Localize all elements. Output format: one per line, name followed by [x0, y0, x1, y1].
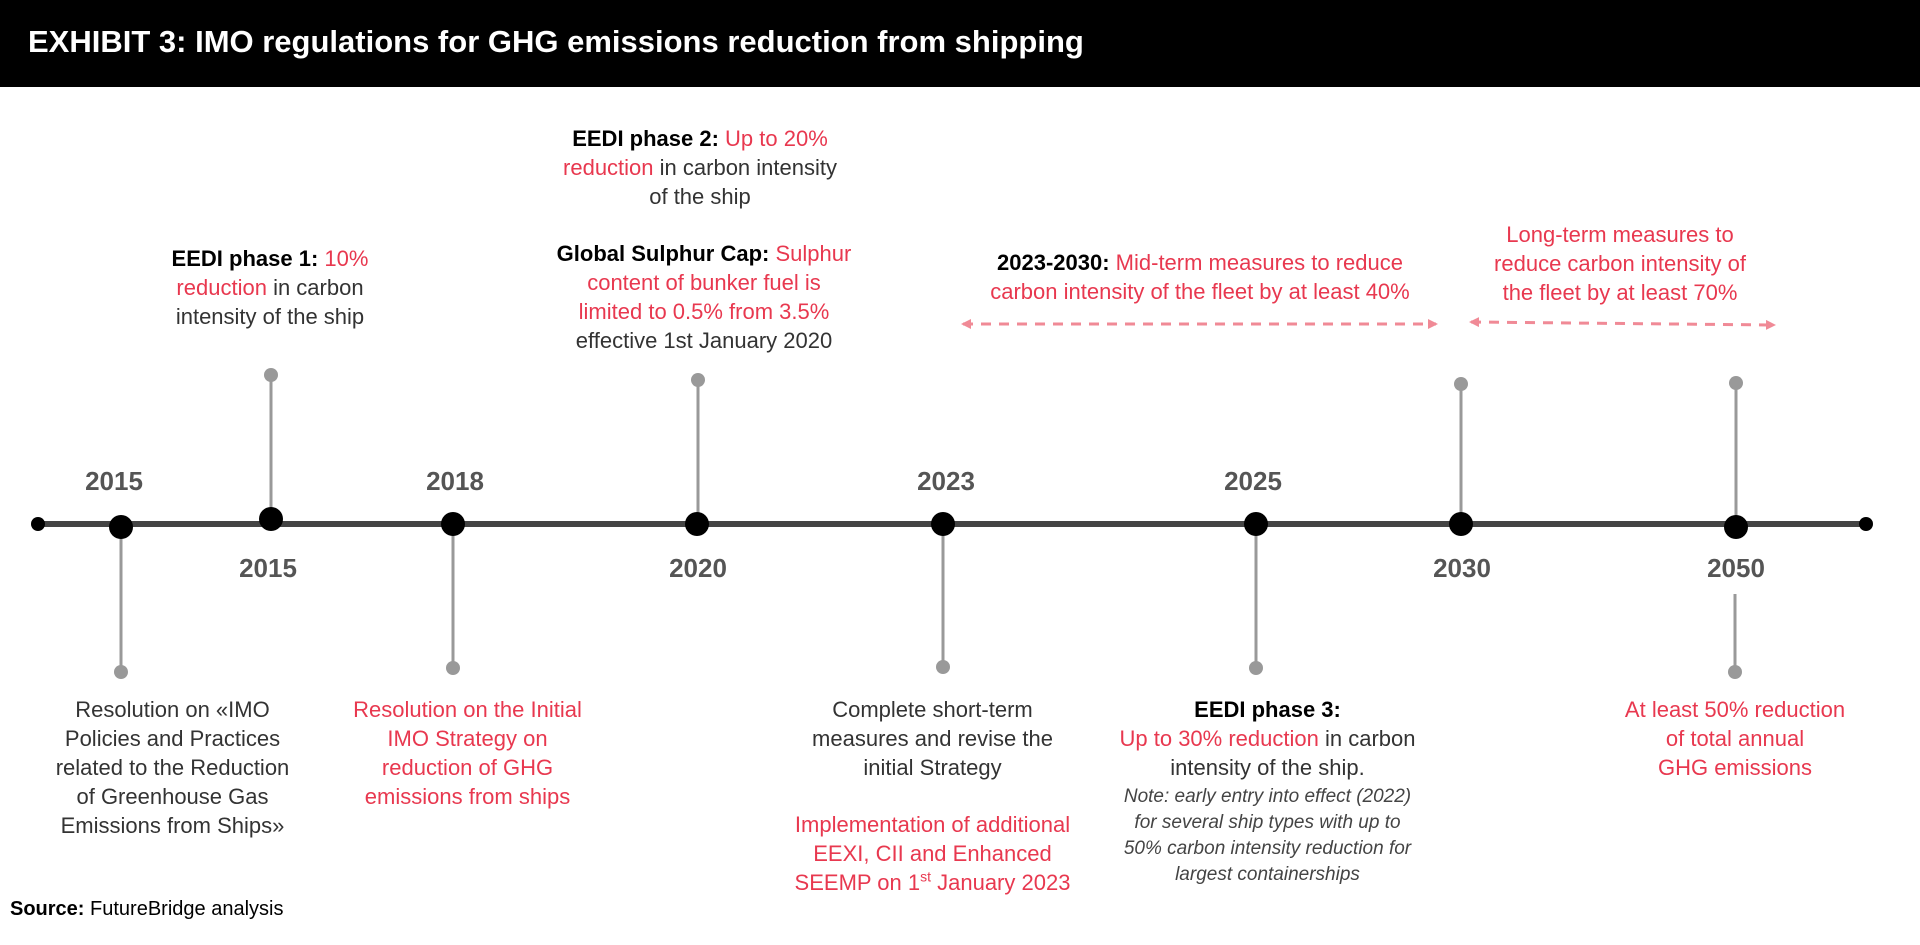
stem-end-2050	[1728, 665, 1742, 679]
header-bar: EXHIBIT 3: IMO regulations for GHG emiss…	[0, 0, 1920, 87]
longterm-range-arrow	[1469, 317, 1776, 330]
year-label-2030: 2030	[1433, 553, 1491, 583]
stem-end-eedi1	[264, 368, 278, 382]
marker-2015-a	[109, 515, 133, 539]
marker-2020	[685, 512, 709, 536]
target-2050-text: At least 50% reduction of total annual G…	[1624, 697, 1846, 780]
year-label-2025: 2025	[1224, 466, 1282, 496]
axis-start-dot	[31, 517, 45, 531]
marker-2030	[1449, 512, 1473, 536]
eedi-phase1-text: EEDI phase 1: 10% reduction in carbon in…	[171, 246, 369, 329]
implementation-2023-text: Implementation of additional EEXI, CII a…	[794, 812, 1071, 895]
axis-end-dot	[1859, 517, 1873, 531]
year-label-2018: 2018	[426, 466, 484, 496]
stems-below	[114, 528, 1742, 679]
stem-end-2050-up	[1729, 376, 1743, 390]
stem-end-2023	[936, 660, 950, 674]
exhibit-title: EXHIBIT 3: IMO regulations for GHG emiss…	[28, 24, 1084, 59]
year-label-2015-above: 2015	[85, 466, 143, 496]
shortterm-measures-text: Complete short-term measures and revise …	[812, 697, 1053, 780]
resolution-2015-text: Resolution on «IMO Policies and Practice…	[55, 697, 290, 838]
eedi-phase2-text: EEDI phase 2: Up to 20% reduction in car…	[563, 126, 837, 209]
stem-end-2030	[1454, 377, 1468, 391]
marker-2015-b	[259, 507, 283, 531]
stem-end-2020	[691, 373, 705, 387]
marker-2023	[931, 512, 955, 536]
marker-2050	[1724, 515, 1748, 539]
longterm-measures-text: Long-term measures to reduce carbon inte…	[1494, 222, 1746, 305]
year-label-2020: 2020	[669, 553, 727, 583]
year-label-2015-below: 2015	[239, 553, 297, 583]
eedi-phase3-text: EEDI phase 3: Up to 30% reduction in car…	[1090, 695, 1445, 888]
source-label: Source:	[10, 898, 85, 920]
source-note: Source: FutureBridge analysis	[10, 898, 283, 921]
marker-2025	[1244, 512, 1268, 536]
initial-strategy-text: Resolution on the Initial IMO Strategy o…	[353, 697, 582, 809]
year-label-2050: 2050	[1707, 553, 1765, 583]
stems-above	[264, 368, 1743, 520]
stem-end-2015-resolution	[114, 665, 128, 679]
year-label-2023: 2023	[917, 466, 975, 496]
axis-markers	[109, 507, 1748, 539]
eedi-phase3-note: Note: early entry into effect (2022) for…	[1123, 786, 1412, 885]
stem-end-2018	[446, 661, 460, 675]
midterm-measures-text: 2023-2030: Mid-term measures to reduce c…	[990, 250, 1410, 304]
marker-2018	[441, 512, 465, 536]
global-sulphur-cap-text: Global Sulphur Cap: Sulphur content of b…	[556, 241, 852, 353]
stem-end-2025	[1249, 661, 1263, 675]
source-text: FutureBridge analysis	[90, 898, 284, 920]
